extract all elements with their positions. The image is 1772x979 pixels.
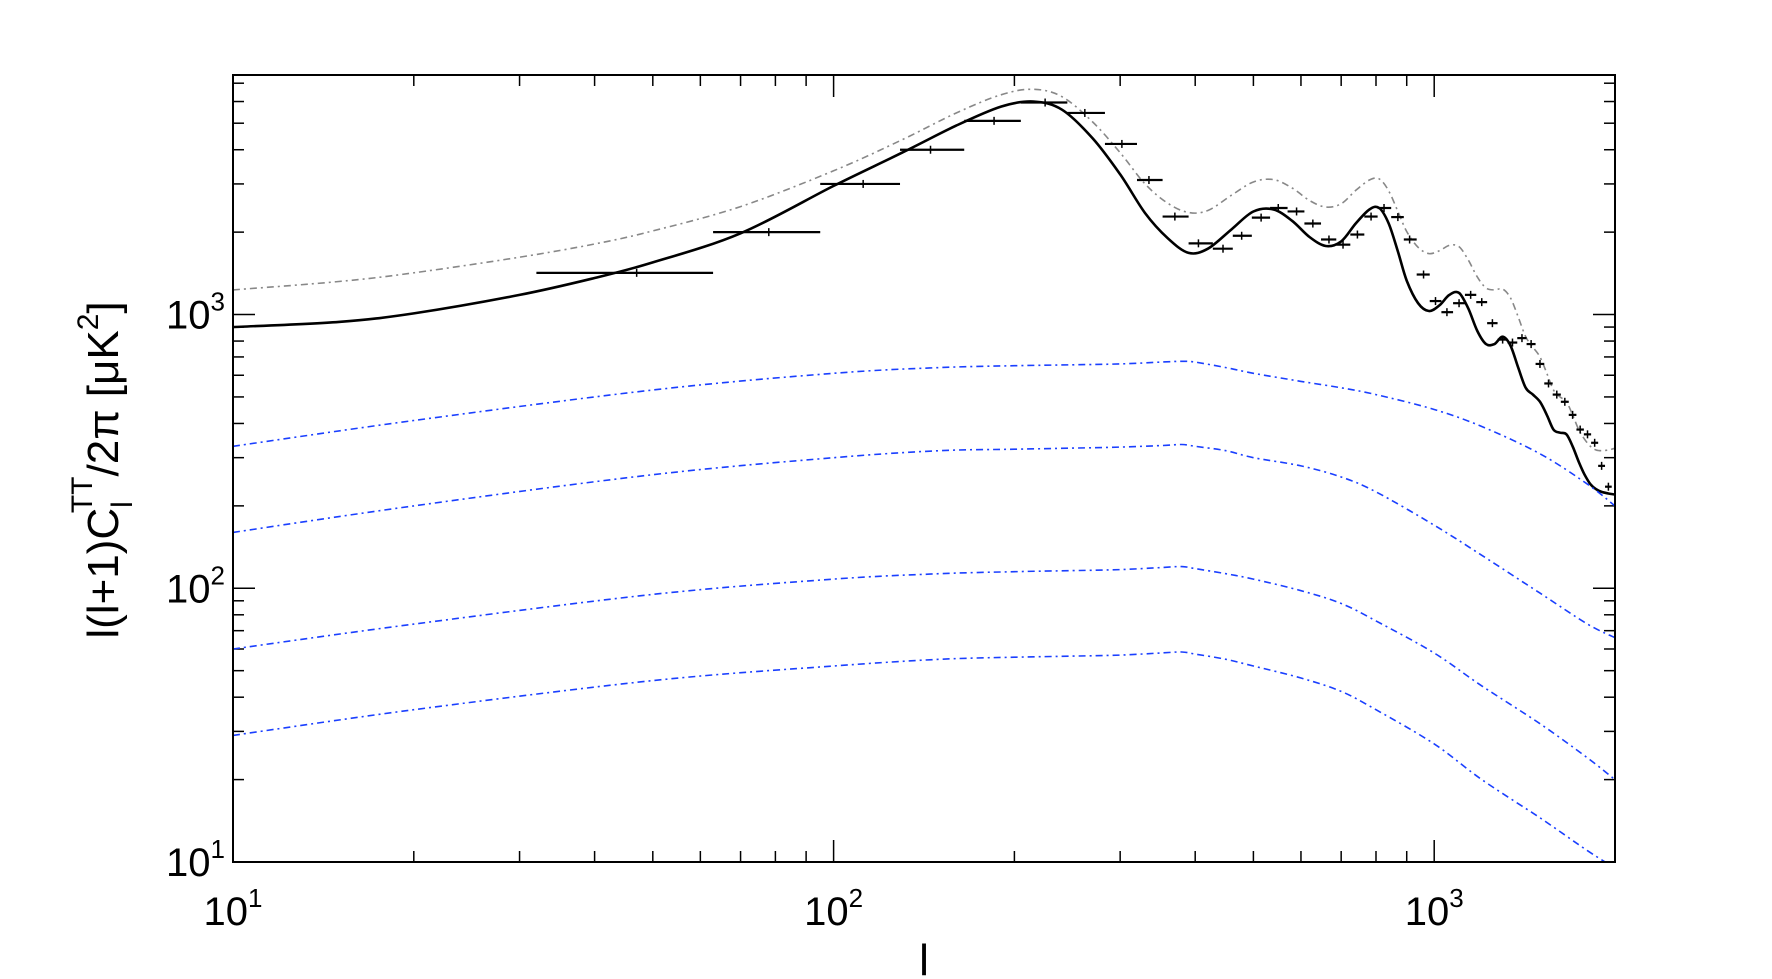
series-fg3-line	[233, 565, 1615, 781]
plot-frame	[232, 74, 1616, 863]
series-upper-line	[233, 88, 1615, 452]
x-axis-title: l	[919, 936, 929, 979]
y-tick-label: 101	[166, 834, 225, 885]
y-axis-title-tail: /2π [μK	[79, 330, 128, 476]
y-tick-label: 103	[166, 287, 225, 338]
series-fg2-line	[233, 443, 1615, 639]
y-tick-label: 102	[166, 560, 225, 611]
series-fg1-line	[233, 360, 1615, 507]
y-axis-title-sub: l	[106, 501, 139, 508]
y-axis-title-close: ]	[79, 301, 128, 313]
x-tick-label: 102	[804, 883, 863, 934]
series-layer	[233, 88, 1615, 862]
binned-points-layer	[536, 98, 1612, 491]
y-axis-title: l(l+1)Cl TT/2π [μK2]	[66, 301, 139, 638]
axis-ticks	[232, 75, 1616, 863]
x-tick-label: 103	[1405, 883, 1464, 934]
y-axis-title-tail-sup: 2	[72, 314, 105, 331]
series-theory-line	[233, 100, 1615, 496]
y-axis-title-sup: TT	[66, 477, 99, 514]
series-fg4-line	[233, 651, 1607, 862]
x-tick-label: 101	[204, 883, 263, 934]
tick-labels: 101 102 103 101 102 103	[166, 287, 1464, 934]
y-axis-title-main: l(l+1)C	[79, 508, 128, 639]
